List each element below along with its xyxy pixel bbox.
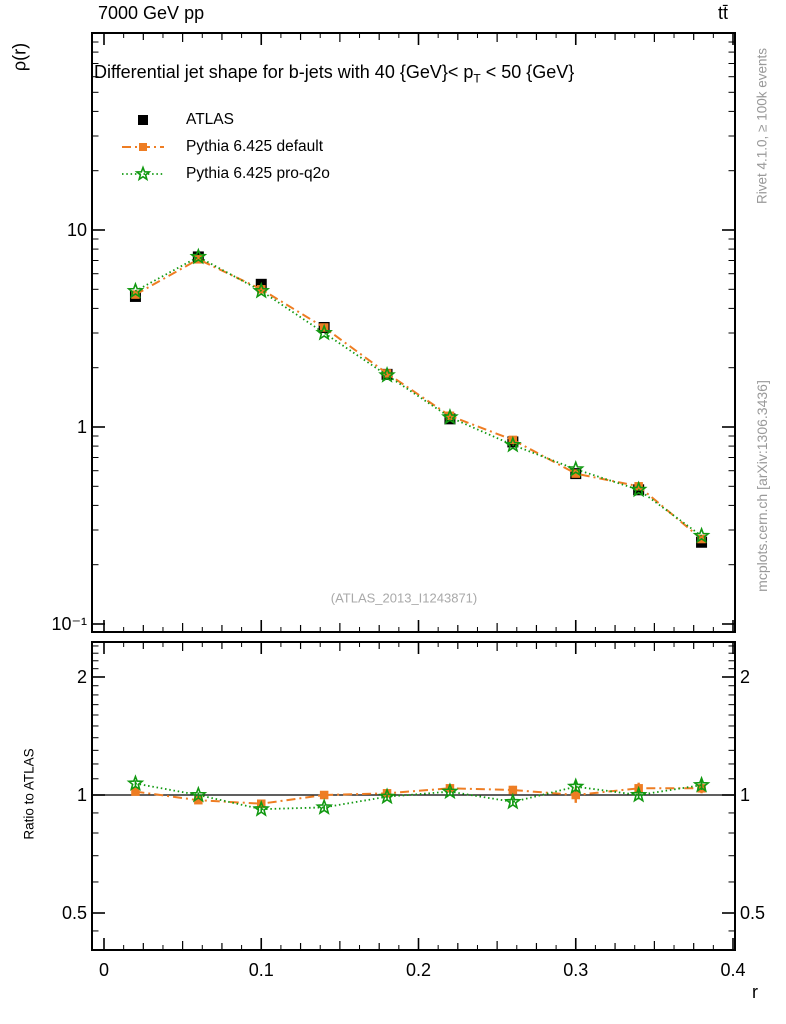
svg-text:0: 0 [99,960,109,980]
beam-energy-label: 7000 GeV pp [98,3,205,23]
plot-title: Differential jet shape for b-jets with 4… [94,62,574,86]
legend-label: ATLAS [186,110,234,128]
svg-text:0.2: 0.2 [406,960,431,980]
plot-title-post: < 50 {GeV} [480,62,575,82]
svg-text:1: 1 [77,417,87,437]
pythia-proq2o-marker-icon [122,164,164,181]
svg-text:0.3: 0.3 [563,960,588,980]
svg-text:10: 10 [67,220,87,240]
svg-text:1: 1 [77,785,87,805]
svg-text:0.5: 0.5 [62,903,87,923]
pythia-default-marker-icon [122,142,164,151]
process-label: tt̄ [718,3,729,23]
svg-text:10⁻¹: 10⁻¹ [51,614,87,634]
svg-text:0.5: 0.5 [740,903,765,923]
atlas-marker-icon [138,114,148,125]
plot-title-pre: Differential jet shape for b-jets with 4… [94,62,474,82]
rivet-version-note: Rivet 4.1.0, ≥ 100k events [754,48,770,204]
main-y-axis-label: ρ(r) [9,42,30,72]
svg-text:1: 1 [740,785,750,805]
analysis-id-watermark: (ATLAS_2013_I1243871) [330,590,478,606]
legend-item-atlas: ATLAS [122,106,330,133]
svg-text:0.4: 0.4 [720,960,745,980]
ratio-y-axis-label: Ratio to ATLAS [21,748,37,840]
svg-text:0.1: 0.1 [249,960,274,980]
svg-text:2: 2 [740,667,750,687]
mcplots-arxiv-note: mcplots.cern.ch [arXiv:1306.3436] [754,380,770,592]
legend-label: Pythia 6.425 pro-q2o [186,164,330,182]
legend-item-pythia-proq2o: Pythia 6.425 pro-q2o [122,160,330,187]
legend-label: Pythia 6.425 default [186,137,324,155]
legend-item-pythia-default: Pythia 6.425 default [122,133,330,160]
legend: ATLAS Pythia 6.425 default Pythia 6.425 … [122,106,330,187]
plot-title-sub: T [473,71,481,86]
x-axis-label: r [752,982,758,1002]
svg-text:2: 2 [77,667,87,687]
